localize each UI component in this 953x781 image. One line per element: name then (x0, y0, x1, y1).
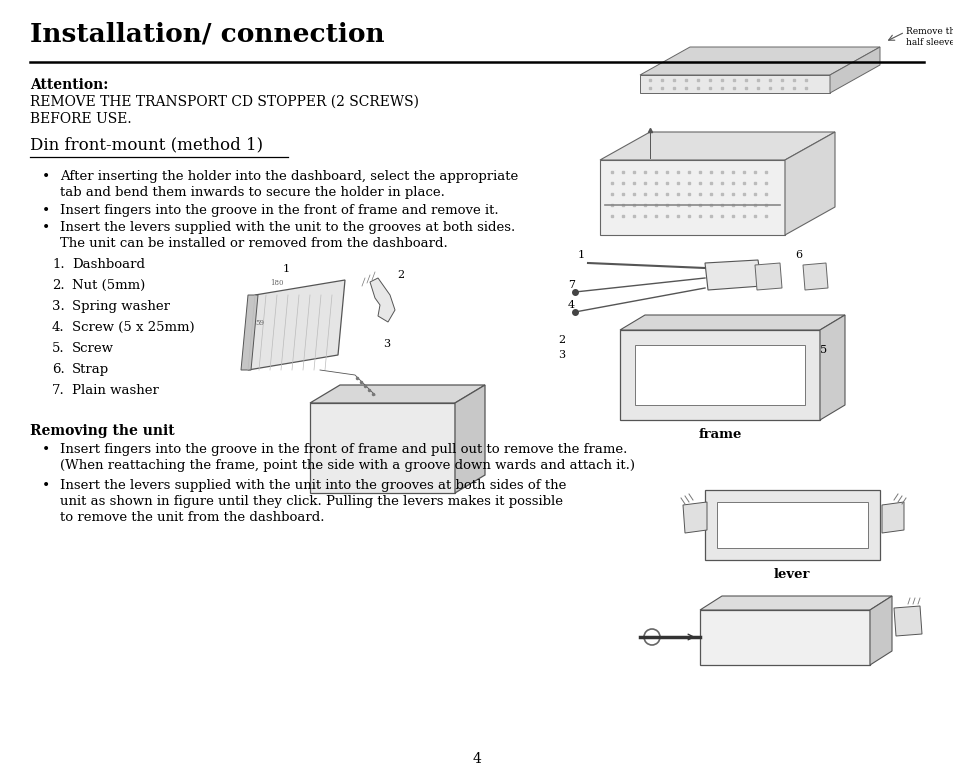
Text: 3: 3 (382, 339, 390, 349)
Polygon shape (869, 596, 891, 665)
Text: 7: 7 (567, 280, 575, 290)
Polygon shape (639, 75, 829, 93)
Text: 3.: 3. (52, 300, 65, 313)
Text: Remove the
half sleeve: Remove the half sleeve (905, 27, 953, 47)
Text: 4.: 4. (52, 321, 65, 334)
Polygon shape (882, 502, 903, 533)
Polygon shape (802, 263, 827, 290)
Text: •: • (42, 221, 51, 235)
Polygon shape (310, 403, 455, 493)
Bar (717, 502, 867, 548)
Text: 7.: 7. (52, 384, 65, 397)
Text: lever: lever (773, 568, 809, 581)
Text: Insert the levers supplied with the unit into the grooves at both sides of the: Insert the levers supplied with the unit… (60, 479, 566, 492)
Polygon shape (619, 315, 844, 330)
Polygon shape (700, 596, 891, 610)
Text: 59: 59 (254, 319, 264, 327)
Bar (635, 345, 804, 405)
Text: Insert the levers supplied with the unit to the grooves at both sides.: Insert the levers supplied with the unit… (60, 221, 515, 234)
Polygon shape (893, 606, 921, 636)
Text: Removing the unit: Removing the unit (30, 424, 174, 438)
Polygon shape (754, 263, 781, 290)
Text: 1.: 1. (52, 258, 65, 271)
Bar (599, 160, 784, 235)
Text: 180: 180 (270, 279, 283, 287)
Text: tab and bend them inwards to secure the holder in place.: tab and bend them inwards to secure the … (60, 186, 444, 199)
Text: unit as shown in figure until they click. Pulling the levers makes it possible: unit as shown in figure until they click… (60, 495, 562, 508)
Polygon shape (619, 330, 820, 420)
Text: 1: 1 (578, 250, 584, 260)
Text: Plain washer: Plain washer (71, 384, 159, 397)
Text: •: • (42, 479, 51, 493)
Text: Nut (5mm): Nut (5mm) (71, 279, 145, 292)
Text: 5.: 5. (52, 342, 65, 355)
Text: 2.: 2. (52, 279, 65, 292)
Polygon shape (784, 132, 834, 235)
Polygon shape (704, 260, 761, 290)
Text: 4: 4 (567, 300, 575, 310)
Polygon shape (248, 280, 345, 370)
Text: After inserting the holder into the dashboard, select the appropriate: After inserting the holder into the dash… (60, 170, 517, 183)
Text: 5: 5 (820, 345, 826, 355)
Polygon shape (455, 385, 484, 493)
Text: •: • (42, 204, 51, 218)
Text: 1: 1 (283, 264, 290, 274)
Polygon shape (599, 132, 834, 160)
Polygon shape (829, 47, 879, 93)
Text: Screw: Screw (71, 342, 113, 355)
Text: REMOVE THE TRANSPORT CD STOPPER (2 SCREWS): REMOVE THE TRANSPORT CD STOPPER (2 SCREW… (30, 95, 418, 109)
Text: frame: frame (698, 428, 740, 441)
Text: Installation/ connection: Installation/ connection (30, 22, 384, 47)
Text: 2: 2 (396, 270, 404, 280)
Text: The unit can be installed or removed from the dashboard.: The unit can be installed or removed fro… (60, 237, 447, 250)
Polygon shape (370, 278, 395, 322)
Polygon shape (682, 502, 706, 533)
Text: Dashboard: Dashboard (71, 258, 145, 271)
Text: 2: 2 (558, 335, 564, 345)
Text: (When reattaching the frame, point the side with a groove down wards and attach : (When reattaching the frame, point the s… (60, 459, 635, 472)
Text: Din front-mount (method 1): Din front-mount (method 1) (30, 136, 263, 153)
Text: Strap: Strap (71, 363, 109, 376)
Polygon shape (639, 47, 879, 75)
Text: Spring washer: Spring washer (71, 300, 170, 313)
Text: BEFORE USE.: BEFORE USE. (30, 112, 132, 126)
Text: 6: 6 (794, 250, 801, 260)
Text: to remove the unit from the dashboard.: to remove the unit from the dashboard. (60, 511, 324, 524)
Bar (704, 490, 879, 560)
Text: Screw (5 x 25mm): Screw (5 x 25mm) (71, 321, 194, 334)
Text: 6.: 6. (52, 363, 65, 376)
Bar (700, 610, 869, 665)
Polygon shape (820, 315, 844, 420)
Text: 4: 4 (472, 752, 481, 766)
Polygon shape (241, 295, 257, 370)
Text: 3: 3 (558, 350, 564, 360)
Polygon shape (310, 385, 484, 403)
Text: Insert fingers into the groove in the front of frame and pull out to remove the : Insert fingers into the groove in the fr… (60, 443, 627, 456)
Text: Attention:: Attention: (30, 78, 109, 92)
Text: •: • (42, 443, 51, 457)
Text: Insert fingers into the groove in the front of frame and remove it.: Insert fingers into the groove in the fr… (60, 204, 498, 217)
Text: •: • (42, 170, 51, 184)
